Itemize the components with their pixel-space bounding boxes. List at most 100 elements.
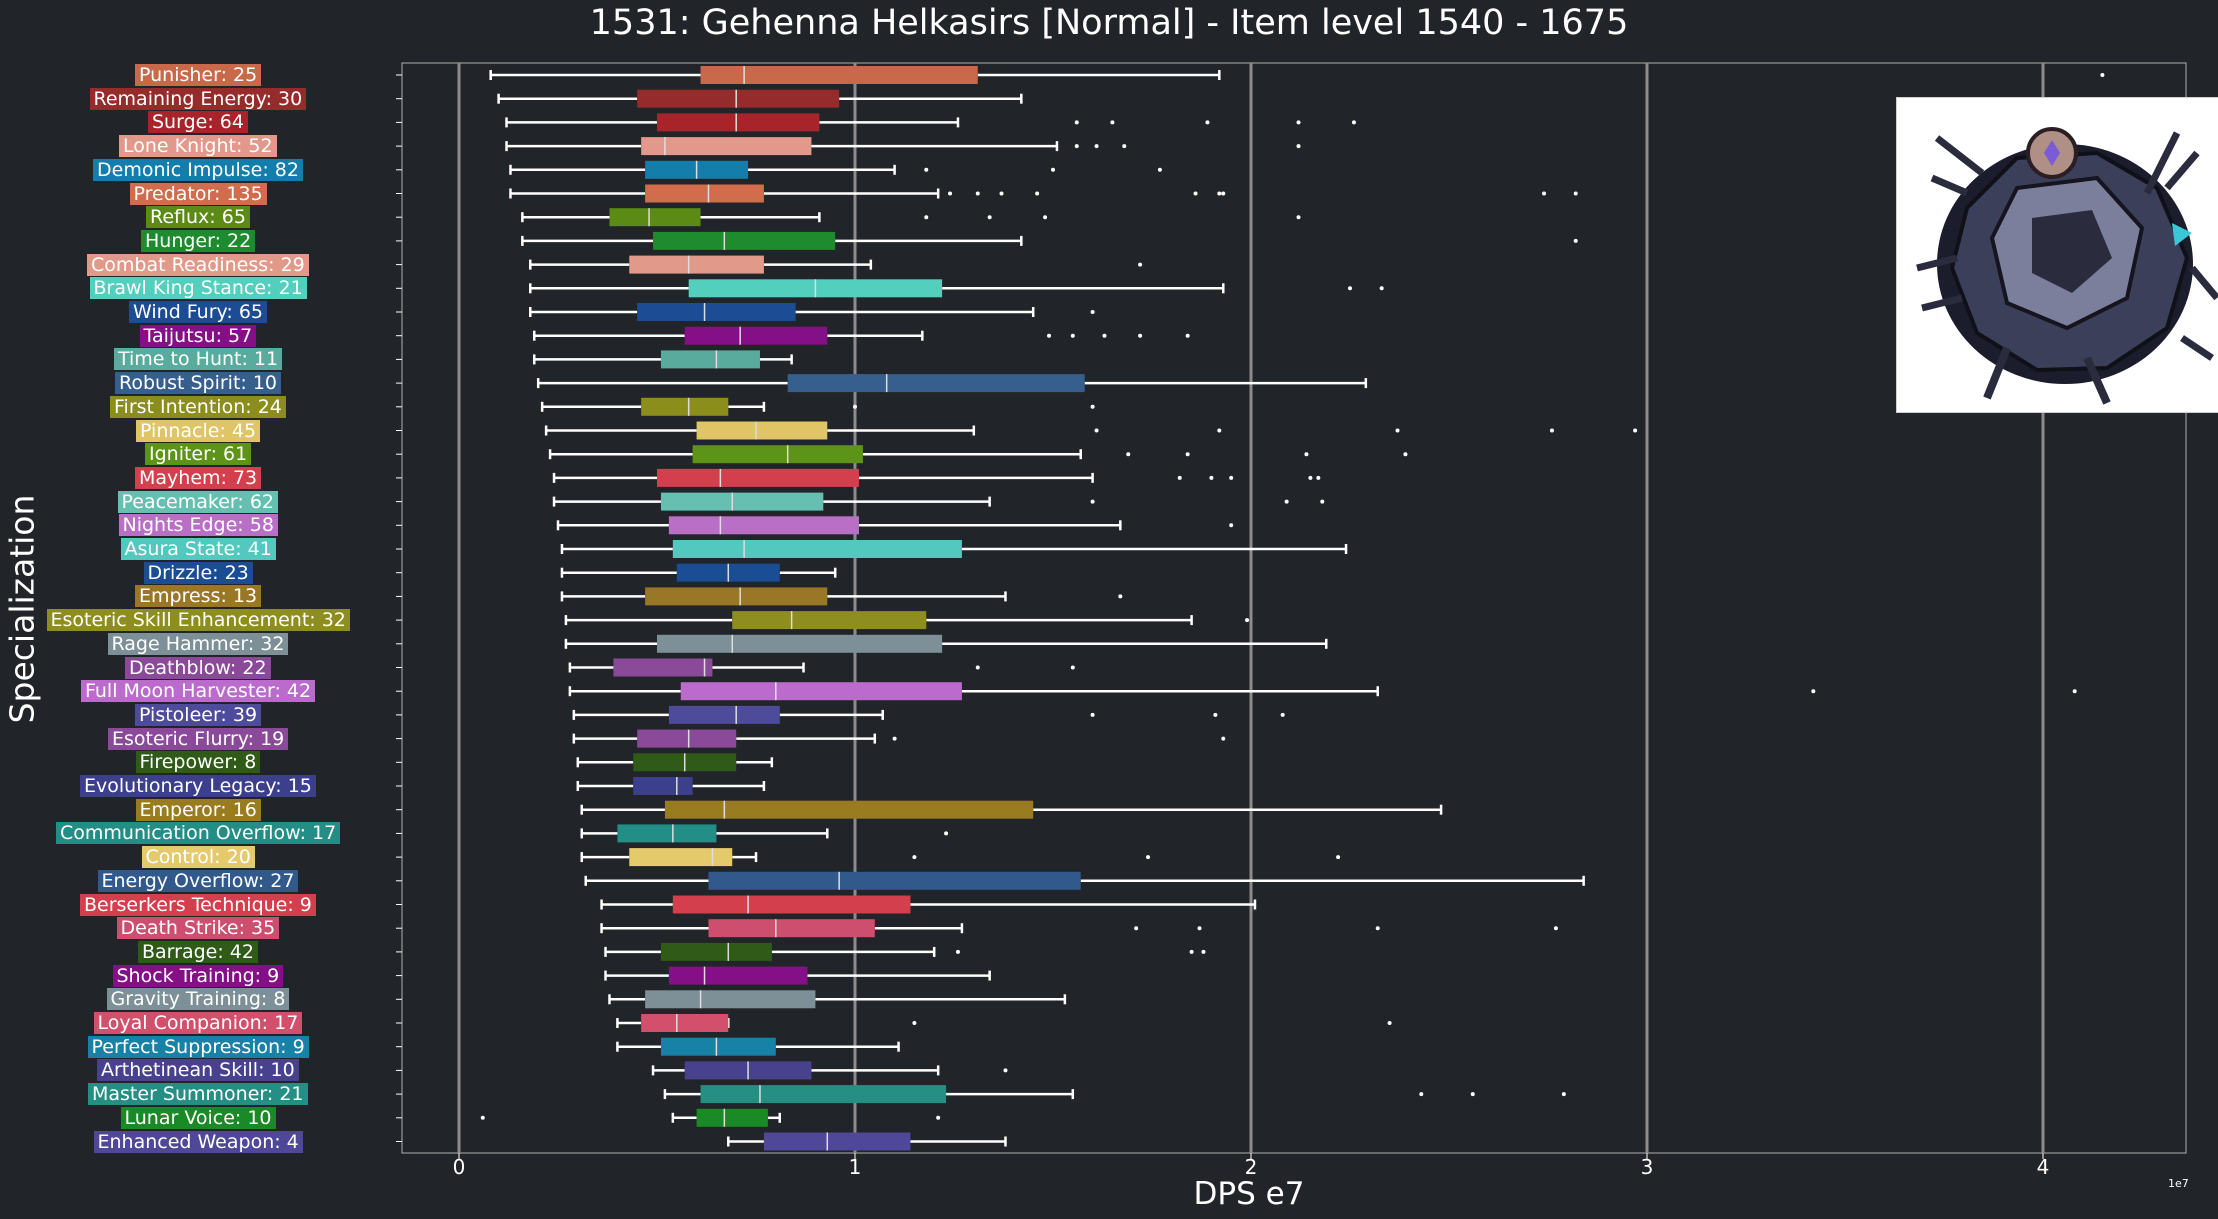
outlier-point: [1110, 120, 1115, 125]
outlier-point: [1351, 120, 1356, 125]
specialization-label: Lone Knight: 52: [119, 135, 277, 158]
outlier-point: [1177, 475, 1182, 480]
specialization-label: Control: 20: [141, 846, 255, 869]
iqr-box: [708, 871, 1081, 890]
iqr-box: [641, 397, 729, 416]
outlier-point: [1070, 333, 1075, 338]
outlier-point: [1090, 310, 1095, 314]
iqr-box: [732, 611, 927, 630]
specialization-label: Gravity Training: 8: [106, 988, 290, 1011]
outlier-point: [1193, 191, 1198, 196]
outlier-point: [892, 736, 897, 741]
plot-frame: [401, 62, 2187, 1154]
iqr-box: [708, 919, 875, 938]
outlier-point: [1090, 404, 1095, 409]
iqr-box: [680, 682, 962, 701]
iqr-box: [641, 1014, 729, 1032]
specialization-label: Perfect Suppression: 9: [87, 1035, 309, 1058]
outlier-point: [1201, 949, 1206, 954]
outlier-point: [1217, 191, 1222, 196]
iqr-box: [653, 231, 836, 250]
specialization-label: First Intention: 24: [110, 395, 286, 418]
outlier-point: [1573, 191, 1578, 196]
x-tick-label: 3: [1640, 1155, 1654, 1179]
outlier-point: [1221, 736, 1226, 741]
specialization-label: Demonic Impulse: 82: [93, 158, 303, 181]
outlier-point: [1051, 167, 1055, 172]
outlier-point: [1304, 452, 1309, 457]
outlier-point: [1308, 475, 1313, 480]
outlier-point: [1189, 949, 1194, 954]
iqr-box: [629, 255, 764, 274]
specialization-label: Punisher: 25: [135, 64, 262, 86]
specialization-label: Asura State: 41: [120, 538, 276, 560]
specialization-label: Reflux: 65: [146, 206, 250, 229]
outlier-point: [1379, 286, 1384, 291]
x-axis-label: DPS e7: [1193, 1176, 1305, 1212]
specialization-label: Igniter: 61: [145, 443, 252, 466]
outlier-point: [1403, 452, 1408, 457]
specialization-label: Barrage: 42: [138, 940, 258, 963]
specialization-label: Hunger: 22: [141, 229, 256, 252]
iqr-box: [633, 777, 693, 795]
iqr-box: [660, 492, 824, 511]
outlier-point: [1395, 428, 1400, 433]
outlier-point: [1217, 428, 1222, 433]
outlier-point: [853, 404, 857, 409]
outlier-point: [924, 167, 929, 172]
outlier-point: [1070, 665, 1075, 670]
iqr-box: [668, 966, 808, 985]
outlier-point: [1213, 712, 1218, 717]
specialization-label: Pinnacle: 45: [136, 419, 261, 442]
outlier-point: [1221, 191, 1226, 196]
iqr-box: [637, 89, 840, 108]
outlier-point: [912, 855, 917, 860]
iqr-box: [657, 634, 943, 653]
outlier-point: [1197, 926, 1202, 931]
specialization-label: Pistoleer: 39: [135, 703, 262, 726]
x-tick-label: 1: [848, 1155, 862, 1179]
outlier-point: [944, 831, 949, 836]
outlier-point: [924, 215, 929, 220]
iqr-box: [645, 587, 828, 606]
iqr-box: [660, 350, 760, 369]
specialization-label: Predator: 135: [129, 182, 267, 205]
outlier-point: [1118, 594, 1123, 599]
outlier-point: [1134, 926, 1139, 931]
iqr-box: [672, 895, 911, 914]
outlier-point: [1074, 120, 1079, 125]
specialization-label: Evolutionary Legacy: 15: [80, 775, 316, 797]
iqr-box: [617, 824, 717, 843]
outlier-point: [1561, 1092, 1566, 1097]
outlier-point: [1229, 475, 1234, 480]
iqr-box: [696, 421, 828, 440]
specialization-label: Emperor: 16: [135, 798, 261, 821]
specialization-label: Shock Training: 9: [112, 964, 284, 987]
outlier-point: [1205, 120, 1210, 125]
outlier-point: [1633, 428, 1638, 433]
outlier-point: [2072, 689, 2077, 694]
x-axis-exponent: 1e7: [2168, 1177, 2189, 1190]
iqr-box: [787, 374, 1085, 393]
outlier-point: [1296, 120, 1301, 125]
outlier-point: [1419, 1092, 1424, 1097]
x-tick-label: 4: [2036, 1155, 2050, 1179]
specialization-label: Energy Overflow: 27: [97, 869, 299, 892]
specialization-label: Robust Spirit: 10: [115, 372, 282, 395]
specialization-label: Esoteric Flurry: 19: [108, 727, 289, 750]
iqr-box: [613, 658, 713, 677]
specialization-label: Full Moon Harvester: 42: [81, 680, 316, 703]
outlier-point: [1296, 144, 1301, 149]
specialization-label: Master Summoner: 21: [88, 1083, 308, 1106]
specialization-label: Peacemaker: 62: [117, 490, 279, 513]
outlier-point: [1811, 689, 1816, 694]
outlier-point: [1316, 475, 1321, 480]
iqr-box: [657, 113, 820, 132]
iqr-box: [645, 990, 816, 1009]
iqr-box: [645, 184, 764, 203]
iqr-box: [629, 848, 733, 867]
outlier-point: [1122, 144, 1127, 149]
outlier-point: [1336, 855, 1341, 860]
outlier-point: [1102, 333, 1107, 338]
outlier-point: [1035, 191, 1040, 196]
